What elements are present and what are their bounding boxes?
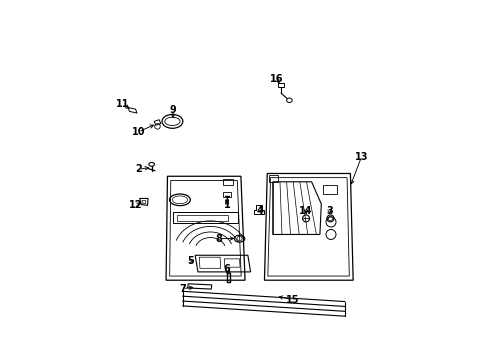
Text: 14: 14 xyxy=(299,206,312,216)
Polygon shape xyxy=(225,200,228,203)
Text: 3: 3 xyxy=(325,206,332,216)
Text: 2: 2 xyxy=(135,164,142,174)
Text: 9: 9 xyxy=(169,105,176,115)
Text: 15: 15 xyxy=(285,294,298,305)
Text: 13: 13 xyxy=(354,152,367,162)
Text: 11: 11 xyxy=(116,99,130,109)
Text: 6: 6 xyxy=(223,264,230,274)
Text: 16: 16 xyxy=(270,74,283,84)
Text: 5: 5 xyxy=(187,256,194,266)
Text: 1: 1 xyxy=(223,201,230,210)
Text: 7: 7 xyxy=(179,284,186,293)
Text: 4: 4 xyxy=(256,206,263,216)
Text: 12: 12 xyxy=(128,201,142,210)
Text: 10: 10 xyxy=(131,127,145,137)
Text: 8: 8 xyxy=(215,234,222,244)
